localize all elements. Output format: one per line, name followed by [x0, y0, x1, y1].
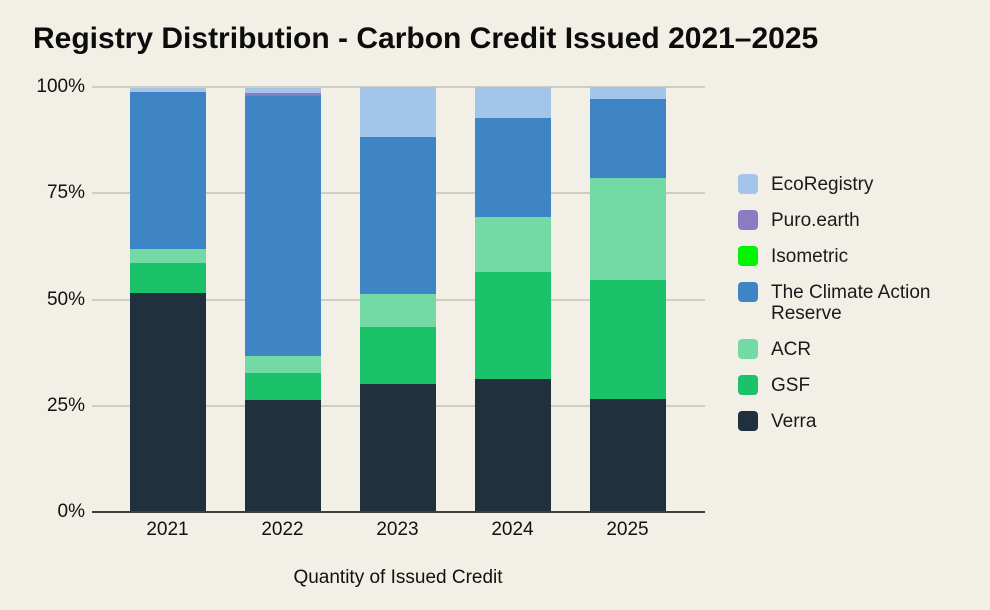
- legend-swatch-icon: [738, 375, 758, 395]
- legend-item-puro-earth: Puro.earth: [738, 210, 960, 231]
- y-tick-label-0: 0%: [57, 501, 85, 522]
- legend-label: Puro.earth: [771, 210, 860, 231]
- x-tick-label-2021: 2021: [146, 519, 189, 540]
- y-tick-label-100: 100%: [36, 76, 85, 97]
- bar-segment-2022-puro-earth: [244, 92, 321, 96]
- y-tick-label-75: 75%: [46, 182, 85, 204]
- legend-item-the-climate-action-reserve: The Climate Action Reserve: [738, 282, 960, 324]
- legend-swatch-icon: [738, 174, 758, 194]
- bar-segment-2022-gsf: [244, 373, 321, 400]
- gridline-100: [92, 86, 705, 88]
- bar-segment-2022-verra: [244, 399, 321, 512]
- legend-label: ACR: [771, 339, 812, 360]
- chart-title: Registry Distribution - Carbon Credit Is…: [33, 22, 819, 55]
- legend-label: GSF: [771, 375, 811, 396]
- bar-segment-2024-acr: [474, 217, 551, 272]
- bar-segment-2023-gsf: [359, 327, 436, 384]
- bar-segment-2025-gsf: [589, 279, 666, 399]
- bar-segment-2025-the-climate-action-reserve: [589, 99, 666, 179]
- stacked-bar-2024: [474, 87, 551, 512]
- bar-segment-2021-gsf: [129, 263, 206, 294]
- bar-segment-2023-ecoregistry: [359, 87, 436, 137]
- bar-segment-2022-the-climate-action-reserve: [244, 95, 321, 357]
- bar-segment-2021-acr: [129, 249, 206, 264]
- bar-segment-2021-verra: [129, 293, 206, 512]
- bar-segment-2021-ecoregistry: [129, 87, 206, 93]
- legend-swatch-icon: [738, 246, 758, 266]
- legend-item-gsf: GSF: [738, 375, 960, 396]
- legend: EcoRegistry Puro.earth Isometric The Climat…: [738, 174, 960, 447]
- bar-segment-2025-ecoregistry: [589, 87, 666, 100]
- legend-swatch-icon: [738, 210, 758, 230]
- bar-segment-2022-ecoregistry: [244, 87, 321, 93]
- legend-item-verra: Verra: [738, 411, 960, 432]
- bar-segment-2024-verra: [474, 378, 551, 512]
- x-tick-label-2024: 2024: [491, 519, 534, 540]
- bar-segment-2025-acr: [589, 178, 666, 280]
- bar-segment-2025-verra: [589, 398, 666, 512]
- bar-segment-2024-ecoregistry: [474, 87, 551, 119]
- legend-item-isometric: Isometric: [738, 246, 960, 267]
- plot-area: [92, 86, 705, 513]
- legend-swatch-icon: [738, 411, 758, 431]
- x-axis-title: Quantity of Issued Credit: [293, 567, 503, 588]
- bar-segment-2023-acr: [359, 293, 436, 328]
- stacked-bar-2022: [244, 87, 321, 512]
- legend-label: The Climate Action Reserve: [771, 282, 931, 324]
- legend-swatch-icon: [738, 339, 758, 359]
- x-tick-label-2025: 2025: [606, 519, 649, 540]
- bar-segment-2024-the-climate-action-reserve: [474, 118, 551, 218]
- x-tick-label-2022: 2022: [261, 519, 304, 540]
- bar-segment-2023-verra: [359, 383, 436, 512]
- y-tick-label-25: 25%: [46, 394, 85, 416]
- stacked-bar-2023: [359, 87, 436, 512]
- legend-item-ecoregistry: EcoRegistry: [738, 174, 960, 195]
- legend-label: Isometric: [771, 246, 849, 267]
- x-axis-line: [92, 511, 705, 513]
- bar-segment-2024-gsf: [474, 271, 551, 379]
- y-tick-label-50: 50%: [46, 288, 85, 310]
- legend-label: EcoRegistry: [771, 174, 874, 195]
- x-tick-label-2023: 2023: [376, 519, 419, 540]
- bar-segment-2022-acr: [244, 356, 321, 374]
- legend-label: Verra: [771, 411, 817, 432]
- legend-swatch-icon: [738, 282, 758, 302]
- stacked-bar-2025: [589, 87, 666, 512]
- legend-item-acr: ACR: [738, 339, 960, 360]
- stacked-bar-2021: [129, 87, 206, 512]
- bar-segment-2023-the-climate-action-reserve: [359, 136, 436, 294]
- bar-segment-2021-the-climate-action-reserve: [129, 92, 206, 250]
